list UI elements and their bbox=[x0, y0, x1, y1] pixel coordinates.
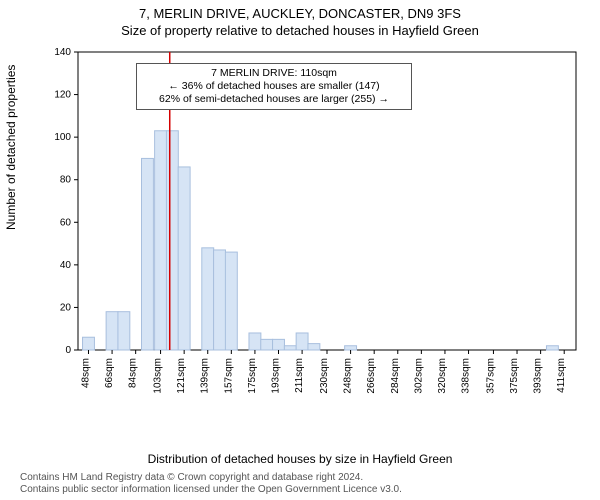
svg-text:248sqm: 248sqm bbox=[343, 358, 354, 394]
svg-text:60: 60 bbox=[60, 217, 72, 228]
svg-text:140: 140 bbox=[54, 47, 71, 58]
svg-text:48sqm: 48sqm bbox=[80, 358, 91, 388]
svg-text:120: 120 bbox=[54, 90, 71, 101]
svg-text:193sqm: 193sqm bbox=[271, 358, 282, 394]
svg-text:320sqm: 320sqm bbox=[437, 358, 448, 394]
annotation-box: 7 MERLIN DRIVE: 110sqm ← 36% of detached… bbox=[136, 63, 412, 110]
svg-text:66sqm: 66sqm bbox=[104, 358, 115, 388]
svg-text:357sqm: 357sqm bbox=[485, 358, 496, 394]
svg-text:103sqm: 103sqm bbox=[153, 358, 164, 394]
svg-text:284sqm: 284sqm bbox=[390, 358, 401, 394]
svg-text:230sqm: 230sqm bbox=[319, 358, 330, 394]
annotation-line-1: 7 MERLIN DRIVE: 110sqm bbox=[143, 67, 405, 80]
plot-area: 0 20 40 60 80 100 120 140 48sqm 66sqm 84sqm 103sqm 1… bbox=[48, 46, 582, 406]
footer: Contains HM Land Registry data © Crown c… bbox=[20, 472, 402, 496]
chart-title: 7, MERLIN DRIVE, AUCKLEY, DONCASTER, DN9… bbox=[0, 6, 600, 21]
x-axis-label: Distribution of detached houses by size … bbox=[0, 452, 600, 466]
svg-text:393sqm: 393sqm bbox=[533, 358, 544, 394]
annotation-line-2: ← 36% of detached houses are smaller (14… bbox=[143, 80, 405, 93]
svg-text:211sqm: 211sqm bbox=[294, 358, 305, 393]
svg-text:121sqm: 121sqm bbox=[176, 358, 187, 394]
svg-text:375sqm: 375sqm bbox=[509, 358, 520, 394]
title-block: 7, MERLIN DRIVE, AUCKLEY, DONCASTER, DN9… bbox=[0, 0, 600, 38]
svg-text:139sqm: 139sqm bbox=[200, 358, 211, 394]
footer-line-1: Contains HM Land Registry data © Crown c… bbox=[20, 472, 402, 484]
svg-text:411sqm: 411sqm bbox=[556, 358, 567, 393]
svg-text:338sqm: 338sqm bbox=[461, 358, 472, 394]
chart-container: 7, MERLIN DRIVE, AUCKLEY, DONCASTER, DN9… bbox=[0, 0, 600, 500]
y-axis-label: Number of detached properties bbox=[4, 65, 18, 230]
svg-text:302sqm: 302sqm bbox=[413, 358, 424, 394]
svg-text:100: 100 bbox=[54, 132, 71, 143]
svg-text:84sqm: 84sqm bbox=[128, 358, 139, 388]
svg-text:266sqm: 266sqm bbox=[366, 358, 377, 394]
svg-text:157sqm: 157sqm bbox=[223, 358, 234, 394]
chart-subtitle: Size of property relative to detached ho… bbox=[0, 23, 600, 38]
footer-line-2: Contains public sector information licen… bbox=[20, 484, 402, 496]
svg-text:0: 0 bbox=[65, 345, 71, 356]
svg-text:20: 20 bbox=[60, 302, 72, 313]
svg-text:40: 40 bbox=[60, 260, 72, 271]
svg-text:175sqm: 175sqm bbox=[247, 358, 258, 394]
annotation-line-3: 62% of semi-detached houses are larger (… bbox=[143, 93, 405, 106]
svg-text:80: 80 bbox=[60, 175, 72, 186]
